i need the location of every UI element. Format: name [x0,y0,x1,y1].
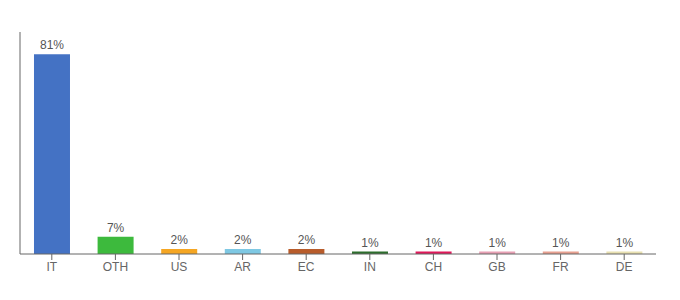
svg-text:DE: DE [616,260,633,274]
svg-text:CH: CH [425,260,442,274]
svg-text:OTH: OTH [103,260,128,274]
svg-text:2%: 2% [171,233,189,247]
svg-text:2%: 2% [234,233,252,247]
svg-text:1%: 1% [425,236,443,250]
svg-text:1%: 1% [489,236,507,250]
svg-text:81%: 81% [40,38,64,52]
svg-text:1%: 1% [616,236,634,250]
svg-text:FR: FR [553,260,569,274]
svg-text:US: US [171,260,188,274]
svg-text:2%: 2% [298,233,316,247]
svg-text:1%: 1% [552,236,570,250]
svg-text:GB: GB [488,260,505,274]
svg-text:7%: 7% [107,221,125,235]
svg-text:EC: EC [298,260,315,274]
svg-text:AR: AR [234,260,251,274]
svg-text:IN: IN [364,260,376,274]
svg-text:1%: 1% [361,236,379,250]
svg-text:IT: IT [46,260,57,274]
